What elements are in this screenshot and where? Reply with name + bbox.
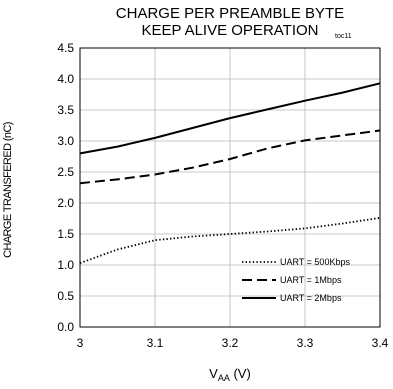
y-tick-label-8: 4.0 xyxy=(57,72,74,86)
y-tick-label-7: 3.5 xyxy=(57,103,74,117)
x-tick-label-3: 3.3 xyxy=(297,336,314,350)
legend-label-0: UART = 500Kbps xyxy=(280,257,350,267)
x-tick-label-2: 3.2 xyxy=(222,336,239,350)
plot-frame xyxy=(79,47,381,328)
chart-subtitle: KEEP ALIVE OPERATION xyxy=(141,22,319,39)
legend-label-2: UART = 2Mbps xyxy=(280,293,342,303)
figure-tag: toc11 xyxy=(335,33,352,40)
legend-label-1: UART = 1Mbps xyxy=(280,275,342,285)
x-axis-label: VAA (V) xyxy=(190,366,270,383)
y-tick-label-3: 1.5 xyxy=(57,227,74,241)
x-axis-label-main: V xyxy=(209,366,218,381)
x-tick-label-4: 3.4 xyxy=(372,336,389,350)
series-line-1 xyxy=(79,129,381,185)
y-tick-label-1: 0.5 xyxy=(57,289,74,303)
y-tick-label-0: 0.0 xyxy=(57,320,74,334)
x-tick-label-0: 3 xyxy=(77,336,84,350)
x-axis-label-unit: (V) xyxy=(229,366,251,381)
x-tick-label-1: 3.1 xyxy=(147,336,164,350)
chart-title: CHARGE PER PREAMBLE BYTE xyxy=(115,5,345,22)
series-line-2 xyxy=(79,82,381,155)
x-axis-label-sub: AA xyxy=(217,373,230,383)
y-tick-label-6: 3.0 xyxy=(57,134,74,148)
y-tick-label-9: 4.5 xyxy=(57,41,74,55)
y-tick-label-5: 2.5 xyxy=(57,165,74,179)
y-tick-label-4: 2.0 xyxy=(57,196,74,210)
y-tick-label-2: 1.0 xyxy=(57,258,74,272)
